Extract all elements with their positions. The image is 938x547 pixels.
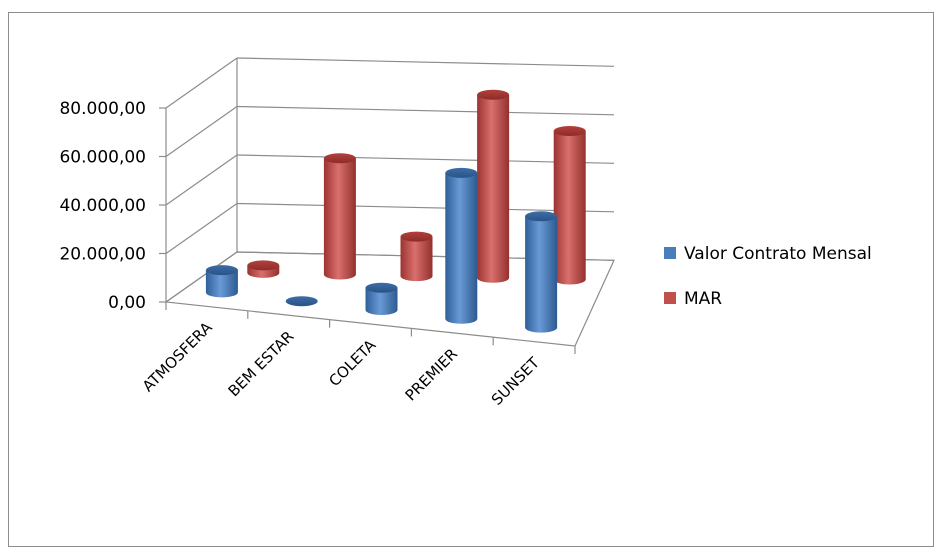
bar-valor-contrato-mensal-atmosfera <box>205 265 238 298</box>
bar-top <box>553 126 586 137</box>
gridline <box>236 105 615 116</box>
bar-mar-coleta <box>400 231 433 282</box>
gridline <box>236 154 615 164</box>
bar-top <box>247 260 280 271</box>
bar-body <box>477 94 510 283</box>
legend-swatch <box>664 292 676 304</box>
bar-mar-premier <box>477 89 510 283</box>
bar-body <box>553 131 586 285</box>
bar-top <box>365 282 398 293</box>
bar-mar-sunset <box>553 126 586 285</box>
x-tick-label: BEM ESTAR <box>225 327 298 400</box>
side-gridline <box>165 154 238 206</box>
side-gridline <box>165 106 238 157</box>
y-tick-label: 80.000,00 <box>59 99 146 119</box>
bar-body <box>525 216 558 333</box>
x-tick-label: SUNSET <box>488 353 544 409</box>
bar-body <box>445 172 478 324</box>
y-tick-label: 0,00 <box>108 293 146 313</box>
bar-top <box>525 211 558 222</box>
gridline <box>236 57 615 67</box>
gridline <box>236 202 615 213</box>
y-tick-label: 60.000,00 <box>59 148 146 168</box>
legend-label: MAR <box>684 289 722 309</box>
bar-top <box>477 89 510 100</box>
bar-valor-contrato-mensal-premier <box>445 167 478 324</box>
x-tick-label: ATMOSFERA <box>139 318 216 395</box>
bar-mar-atmosfera <box>247 260 280 278</box>
bar-valor-contrato-mensal-bem-estar <box>285 296 318 307</box>
bar-valor-contrato-mensal-coleta <box>365 282 398 315</box>
legend-swatch <box>664 247 676 259</box>
bar-body <box>365 287 398 315</box>
bar-top <box>400 231 433 242</box>
y-tick-label: 20.000,00 <box>59 245 146 265</box>
bar-top <box>323 153 356 164</box>
bar-body <box>205 270 238 298</box>
side-gridline <box>165 203 238 254</box>
side-gridline <box>165 57 238 109</box>
bar-top <box>205 265 238 276</box>
bar-top <box>445 167 478 178</box>
y-tick-label: 40.000,00 <box>59 196 146 216</box>
x-tick-label: PREMIER <box>402 345 462 405</box>
x-tick-label: COLETA <box>325 336 380 391</box>
bar-top <box>285 296 318 307</box>
bar-valor-contrato-mensal-sunset <box>525 211 558 333</box>
bar-body <box>400 236 433 282</box>
bar-body <box>323 158 356 280</box>
bar-mar-bem-estar <box>323 153 356 280</box>
legend-label: Valor Contrato Mensal <box>684 244 872 264</box>
